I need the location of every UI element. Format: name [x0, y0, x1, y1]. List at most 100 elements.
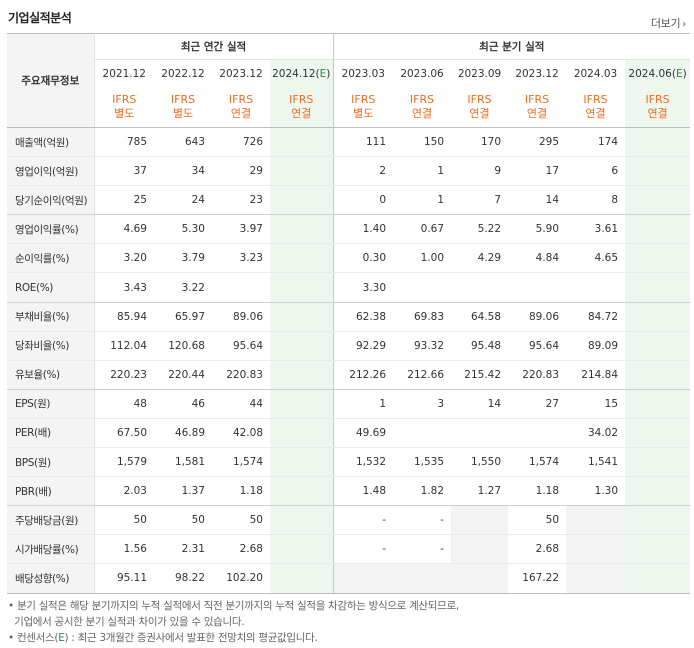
table-cell [270, 534, 334, 565]
table-cell [625, 243, 691, 274]
footnote-quarterly-cont: 기업에서 공시한 분기 실적과 차이가 있을 수 있습니다. [14, 616, 245, 628]
table-cell [270, 331, 334, 361]
footnotes: • 분기 실적은 해당 분기까지의 누적 실적에서 직전 분기까지의 누적 실적… [8, 598, 459, 646]
table-cell: 3.97 [212, 214, 270, 245]
table-cell: 1.18 [212, 476, 270, 507]
row-label: 시가배당률(%) [7, 534, 95, 565]
table-cell: 27 [508, 389, 567, 419]
basis-header: IFRS 연결 [566, 87, 626, 128]
row-label: ROE(%) [7, 272, 95, 303]
table-cell: 2.31 [154, 534, 212, 565]
table-cell: 85.94 [94, 302, 154, 332]
table-cell: 65.97 [154, 302, 212, 332]
table-cell: 4.69 [94, 214, 154, 245]
table-cell: 95.48 [451, 331, 509, 361]
table-cell: - [332, 534, 394, 565]
table-cell [451, 563, 509, 594]
table-cell [270, 360, 334, 390]
table-cell: 62.38 [332, 302, 394, 332]
table-cell: 1,541 [566, 447, 626, 478]
table-cell: 17 [508, 156, 567, 187]
table-cell: 44 [212, 389, 270, 419]
table-cell: 3.30 [332, 272, 394, 303]
table-cell: 42.08 [212, 418, 270, 449]
table-row: 매출액(억원) 785 643 726 111 150 170 295 174 [7, 127, 691, 158]
table-cell: 215.42 [451, 360, 509, 390]
table-cell: 14 [451, 389, 509, 419]
table-cell [270, 243, 334, 274]
basis-header: IFRS 연결 [270, 87, 334, 128]
table-cell: 170 [451, 127, 509, 158]
basis-header: IFRS 별도 [332, 87, 394, 128]
basis-header: IFRS 연결 [393, 87, 452, 128]
table-cell: 3.22 [154, 272, 212, 303]
annual-group-header: 최근 연간 실적 [94, 33, 334, 60]
table-cell [270, 156, 334, 187]
period-header: 2023.03 [332, 59, 394, 87]
table-cell: 5.90 [508, 214, 567, 245]
table-cell: 2 [332, 156, 394, 187]
table-cell: 34 [154, 156, 212, 187]
table-cell [508, 272, 567, 303]
row-label: 당기순이익(억원) [7, 185, 95, 216]
table-cell: 95.64 [212, 331, 270, 361]
period-header: 2023.09 [451, 59, 509, 87]
table-cell: 3 [393, 389, 452, 419]
table-row: 당기순이익(억원) 25 24 23 0 1 7 14 8 [7, 185, 691, 216]
table-cell: 150 [393, 127, 452, 158]
table-cell: 64.58 [451, 302, 509, 332]
table-cell [625, 534, 691, 565]
table-row: 시가배당률(%) 1.56 2.31 2.68- -2.68 [7, 534, 691, 565]
table-cell: 50 [508, 505, 567, 536]
basis-header: IFRS 연결 [451, 87, 509, 128]
table-cell: 1.48 [332, 476, 394, 507]
period-header: 2023.12 [508, 59, 567, 87]
table-cell: 1.40 [332, 214, 394, 245]
table-cell: 50 [212, 505, 270, 536]
table-cell: 95.64 [508, 331, 567, 361]
table-cell: 643 [154, 127, 212, 158]
row-label: 영업이익(억원) [7, 156, 95, 187]
table-cell: 1.37 [154, 476, 212, 507]
row-label: 부채비율(%) [7, 302, 95, 332]
table-cell: 89.06 [212, 302, 270, 332]
table-cell: 69.83 [393, 302, 452, 332]
more-link[interactable]: 더보기 › [651, 15, 686, 31]
table-cell: 48 [94, 389, 154, 419]
table-cell: 1,574 [508, 447, 567, 478]
table-cell: 7 [451, 185, 509, 216]
table-row: 배당성향(%) 95.11 98.22 102.20 167.22 [7, 563, 691, 594]
period-header: 2024.03 [566, 59, 626, 87]
table-row: BPS(원) 1,579 1,581 1,574 1,532 1,535 1,550 1,57… [7, 447, 691, 478]
table-cell: 220.83 [212, 360, 270, 390]
table-cell: 34.02 [566, 418, 626, 449]
table-cell: 212.26 [332, 360, 394, 390]
table-cell: 1.18 [508, 476, 567, 507]
row-label: 배당성향(%) [7, 563, 95, 594]
label-column-header: 주요재무정보 [7, 33, 95, 128]
table-cell: 3.20 [94, 243, 154, 274]
row-label: 매출액(억원) [7, 127, 95, 158]
table-cell: 49.69 [332, 418, 394, 449]
table-cell [625, 185, 691, 216]
table-cell: - [332, 505, 394, 536]
table-row: 유보율(%) 220.23 220.44 220.83 212.26 212.66 215.… [7, 360, 691, 390]
table-cell [270, 185, 334, 216]
table-cell [270, 418, 334, 449]
table-cell: 1.82 [393, 476, 452, 507]
table-cell: 25 [94, 185, 154, 216]
table-cell [270, 214, 334, 245]
table-cell: 3.79 [154, 243, 212, 274]
table-cell: 4.29 [451, 243, 509, 274]
table-cell: 1.00 [393, 243, 452, 274]
footnote-consensus: • 컨센서스(E) : 최근 3개월간 증권사에서 발표한 전망치의 평균값입니… [8, 632, 318, 644]
table-cell: 50 [154, 505, 212, 536]
table-cell [451, 534, 509, 565]
basis-header: IFRS 연결 [508, 87, 567, 128]
table-cell: - [393, 534, 452, 565]
table-cell [625, 331, 691, 361]
table-cell: 102.20 [212, 563, 270, 594]
table-cell [625, 272, 691, 303]
table-cell: 785 [94, 127, 154, 158]
table-cell [625, 127, 691, 158]
